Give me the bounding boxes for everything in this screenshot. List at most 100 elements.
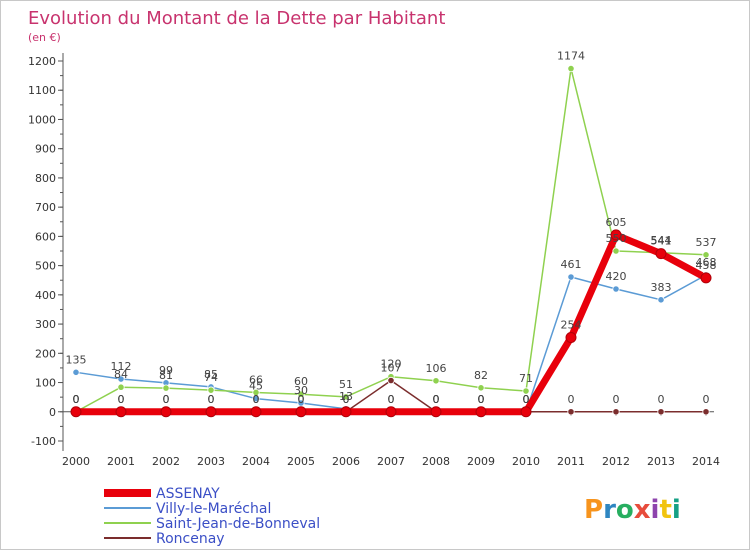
y-tick-label: 600 [35,230,56,243]
proxiti-logo: Proxiti [584,495,681,525]
data-point [250,406,262,418]
y-tick-label: 200 [35,347,56,360]
data-label: 605 [606,216,627,229]
x-tick-label: 2003 [197,455,225,468]
data-point [612,247,620,255]
data-label: 0 [478,393,485,406]
data-point [340,406,352,418]
data-label: 0 [118,393,125,406]
data-label: 550 [606,232,627,245]
data-label: 0 [433,393,440,406]
data-point [385,406,397,418]
data-label: 0 [523,393,530,406]
y-tick-label: 100 [35,377,56,390]
x-tick-label: 2007 [377,455,405,468]
data-label: 537 [696,236,717,249]
data-point [430,406,442,418]
data-label: 0 [523,393,530,406]
data-label: 0 [568,393,575,406]
y-tick-label: 300 [35,318,56,331]
x-tick-label: 2006 [332,455,360,468]
legend-label: ASSENAY [156,486,220,502]
data-point [205,406,217,418]
data-label: 0 [73,393,80,406]
legend-label: Saint-Jean-de-Bonneval [156,516,320,532]
data-point [295,406,307,418]
x-tick-label: 2010 [512,455,540,468]
y-tick-label: 700 [35,201,56,214]
data-label: 0 [253,393,260,406]
data-label: 0 [343,393,350,406]
y-tick-label: 900 [35,143,56,156]
data-label: 84 [114,368,128,381]
x-tick-label: 2011 [557,455,585,468]
data-label: 0 [433,393,440,406]
data-label: 0 [163,393,170,406]
data-point [387,376,395,385]
legend-label: Roncenay [156,531,225,547]
data-label: 541 [651,235,672,248]
x-tick-label: 2002 [152,455,180,468]
x-tick-label: 2009 [467,455,495,468]
legend-label: Villy-le-Maréchal [156,501,271,517]
logo-letter: o [616,495,634,525]
data-point [477,384,485,392]
legend: ASSENAYVilly-le-MaréchalSaint-Jean-de-Bo… [104,486,320,547]
data-point [612,285,620,293]
y-tick-label: 400 [35,289,56,302]
data-label: 0 [478,393,485,406]
data-point [297,390,305,398]
x-tick-label: 2005 [287,455,315,468]
y-tick-label: -100 [31,435,56,448]
data-label: 13 [339,390,353,403]
chart-title: Evolution du Montant de la Dette par Hab… [28,8,445,29]
logo-letter: i [672,495,681,525]
data-label: 0 [343,393,350,406]
data-label: 0 [478,393,485,406]
data-label: 112 [111,360,132,373]
data-label: 66 [249,373,263,386]
data-label: 461 [561,258,582,271]
data-point [117,383,125,391]
y-tick-label: 1100 [28,84,56,97]
data-label: 0 [118,393,125,406]
x-tick-label: 2004 [242,455,270,468]
data-label: 0 [253,393,260,406]
data-point [610,229,622,241]
data-label: 1174 [557,50,585,63]
data-point [567,408,575,416]
data-point [567,65,575,73]
data-label: 0 [703,393,710,406]
data-label: 383 [651,281,672,294]
data-label: 0 [298,393,305,406]
logo-letter: t [659,495,671,525]
data-point [702,408,710,416]
data-point [657,296,665,304]
data-label: 420 [606,270,627,283]
data-point [612,408,620,416]
data-label: 107 [381,361,402,374]
data-label: 0 [388,393,395,406]
data-label: 120 [381,358,402,371]
data-label: 85 [204,368,218,381]
data-label: 99 [159,364,173,377]
series-line [72,231,710,416]
y-tick-label: 800 [35,172,56,185]
data-label: 81 [159,369,173,382]
x-tick-label: 2014 [692,455,720,468]
data-point [297,399,305,407]
data-label: 458 [696,259,717,272]
data-point [520,406,532,418]
data-label: 0 [388,393,395,406]
series-line [75,274,707,413]
data-label: 82 [474,369,488,382]
data-point [160,406,172,418]
x-tick-label: 2012 [602,455,630,468]
data-point [72,368,80,376]
data-point [252,388,260,397]
data-label: 468 [696,256,717,269]
chart-subtitle: (en €) [28,31,61,44]
